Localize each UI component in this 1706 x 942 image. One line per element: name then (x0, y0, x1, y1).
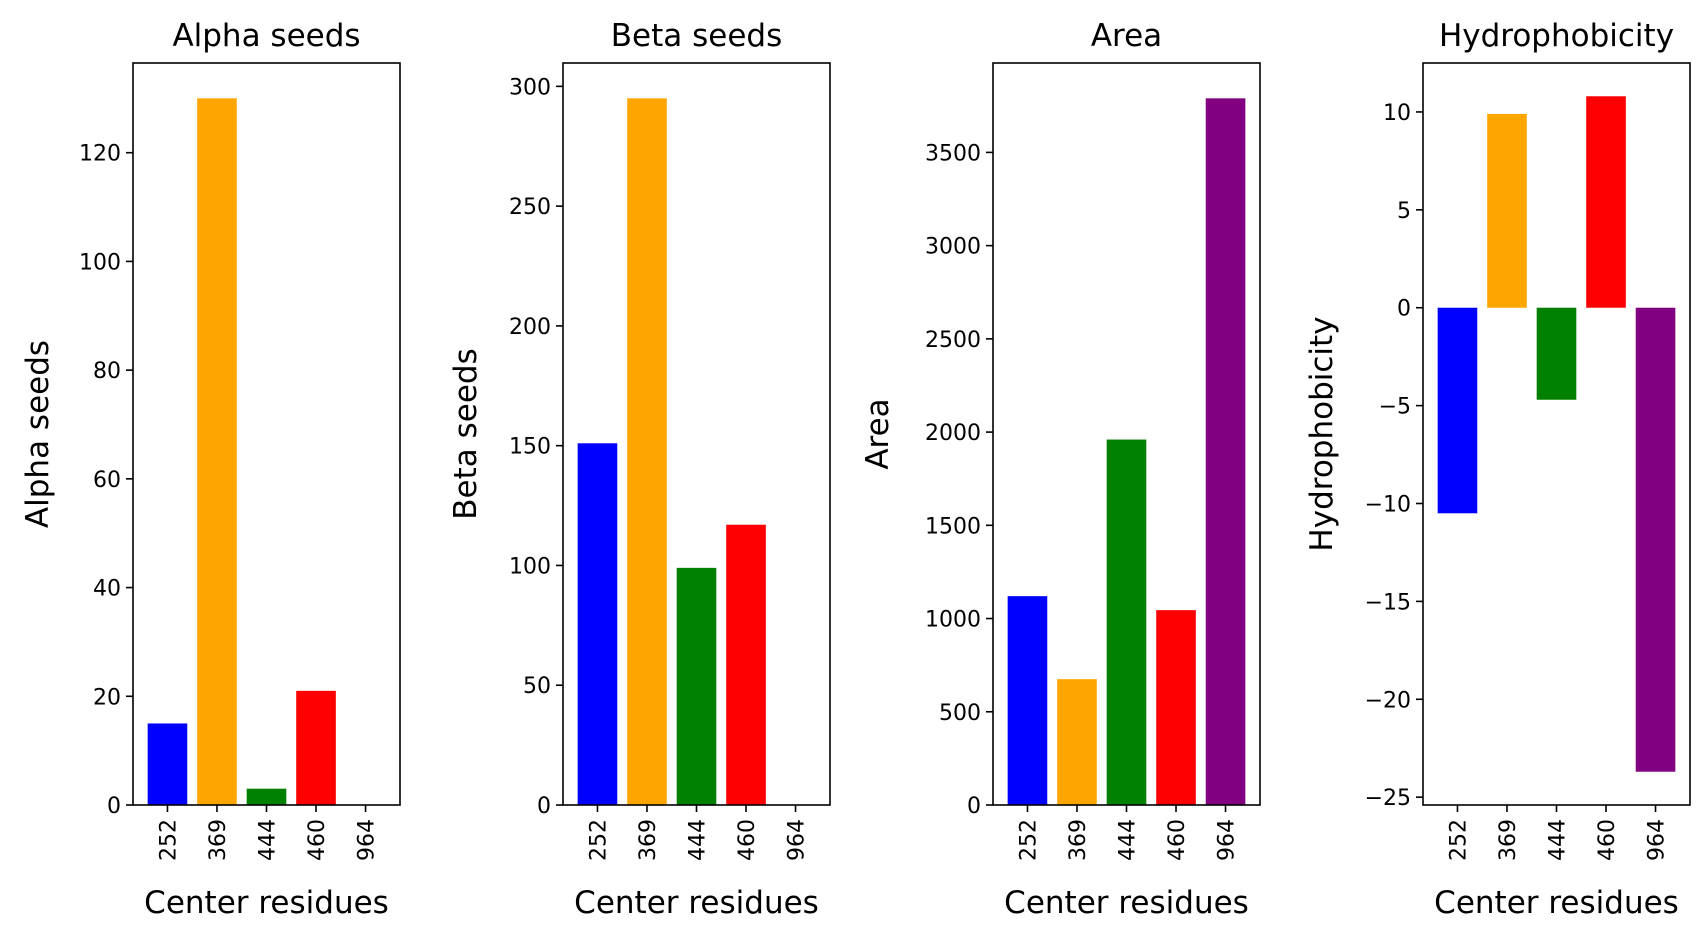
x-tick-label: 964 (785, 819, 810, 861)
x-tick-label: 460 (305, 819, 330, 861)
y-tick-label: 50 (523, 674, 551, 699)
x-tick-label: 252 (156, 819, 181, 861)
x-axis-label: Center residues (1434, 885, 1679, 921)
chart-panel-3: 0 500 1000 1500 2000 2500 3000 3500 252 369 444 460… (860, 18, 1261, 921)
y-tick-label: 10 (1383, 101, 1411, 126)
bar-369 (1057, 679, 1097, 805)
x-tick-label: 369 (1496, 819, 1521, 861)
chart-panel-1: 0 20 40 60 80 100 120 252 369 444 460 964 Alpha seed… (20, 18, 401, 921)
chart-panel-4: −25 −20 −15 −10 −5 0 5 10 252 369 444 460 964 Hydroph… (1304, 18, 1691, 921)
x-tick-label: 369 (206, 819, 231, 861)
x-axis-label: Center residues (574, 885, 819, 921)
x-tick-label: 252 (1016, 819, 1041, 861)
y-tick-label: 150 (509, 435, 551, 460)
y-tick-label: 0 (1397, 297, 1411, 322)
y-tick-label: −5 (1379, 395, 1411, 420)
bar-444 (1106, 439, 1147, 805)
bar-369 (1487, 113, 1527, 308)
bar-460 (296, 690, 336, 805)
x-axis-label: Center residues (144, 885, 389, 921)
x-tick-label: 444 (256, 819, 281, 861)
bar-444 (1536, 307, 1577, 400)
x-tick-label: 369 (1066, 819, 1091, 861)
bar-369 (197, 98, 237, 805)
bar-460 (726, 524, 766, 805)
x-tick-label: 369 (636, 819, 661, 861)
y-tick-label: 0 (967, 794, 981, 819)
y-tick-label: 0 (537, 794, 551, 819)
bar-460 (1586, 96, 1626, 308)
y-tick-label: 3000 (925, 235, 981, 260)
y-axis-label: Beta seeds (448, 348, 484, 519)
x-tick-label: 460 (1165, 819, 1190, 861)
bar-252 (1437, 307, 1478, 514)
chart-panel-2: 0 50 100 150 200 250 300 252 369 444 460 964 Beta se… (448, 18, 831, 921)
y-tick-label: 0 (107, 794, 121, 819)
chart-title: Beta seeds (611, 18, 782, 54)
y-tick-label: 250 (509, 195, 551, 220)
bar-369 (627, 98, 667, 805)
x-axis-label: Center residues (1004, 885, 1249, 921)
x-tick-label: 252 (1446, 819, 1471, 861)
y-tick-label: 60 (93, 468, 121, 493)
y-axis-label: Alpha seeds (20, 340, 56, 528)
y-tick-label: 1000 (925, 608, 981, 633)
x-tick-label: 444 (1546, 819, 1571, 861)
x-tick-label: 460 (735, 819, 760, 861)
y-tick-label: 2000 (925, 421, 981, 446)
x-tick-label: 444 (686, 819, 711, 861)
y-tick-label: 100 (509, 554, 551, 579)
bar-964 (1205, 98, 1246, 805)
x-tick-label: 964 (1215, 819, 1240, 861)
y-tick-label: 80 (93, 359, 121, 384)
y-tick-label: 100 (79, 250, 121, 275)
chart-title: Hydrophobicity (1439, 18, 1674, 54)
y-tick-label: 1500 (925, 514, 981, 539)
y-tick-label: 5 (1397, 199, 1411, 224)
y-tick-label: 300 (509, 75, 551, 100)
y-tick-label: 3500 (925, 141, 981, 166)
y-tick-label: 200 (509, 315, 551, 340)
chart-title: Area (1091, 18, 1162, 54)
y-tick-label: −20 (1365, 688, 1411, 713)
bar-444 (676, 567, 717, 805)
bar-252 (1007, 596, 1048, 805)
y-tick-label: −25 (1365, 786, 1411, 811)
x-tick-label: 444 (1116, 819, 1141, 861)
x-tick-label: 964 (1645, 819, 1670, 861)
y-tick-label: 20 (93, 685, 121, 710)
y-tick-label: 2500 (925, 328, 981, 353)
y-axis-label: Hydrophobicity (1304, 316, 1340, 551)
x-tick-label: 460 (1595, 819, 1620, 861)
x-tick-label: 252 (586, 819, 611, 861)
bar-252 (147, 723, 188, 805)
y-tick-label: 500 (939, 701, 981, 726)
x-tick-label: 964 (355, 819, 380, 861)
bar-252 (577, 443, 618, 805)
y-axis-label: Area (860, 398, 896, 469)
y-tick-label: −10 (1365, 493, 1411, 518)
bar-444 (246, 788, 287, 805)
bar-964 (1635, 307, 1676, 772)
y-tick-label: 40 (93, 577, 121, 602)
chart-title: Alpha seeds (172, 18, 360, 54)
y-tick-label: 120 (79, 142, 121, 167)
bar-460 (1156, 610, 1196, 805)
y-tick-label: −15 (1365, 590, 1411, 615)
